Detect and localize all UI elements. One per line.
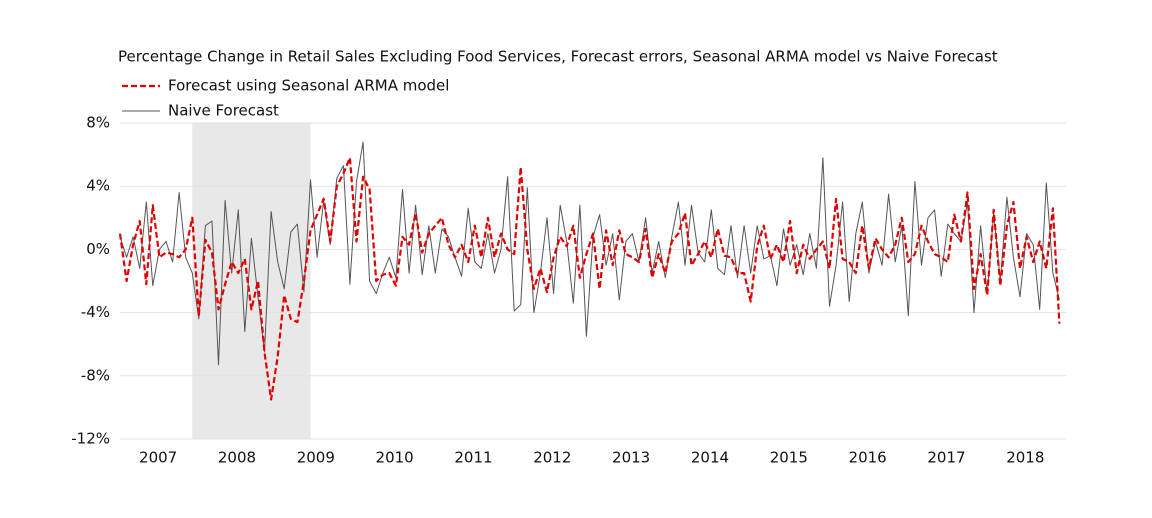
y-tick-label: -4% [81,303,110,321]
chart-title: Percentage Change in Retail Sales Exclud… [118,48,998,66]
x-tick-label: 2011 [454,449,492,467]
x-tick-label: 2009 [297,449,335,467]
x-tick-label: 2013 [612,449,650,467]
y-tick-label: -8% [81,366,110,384]
y-tick-label: 8% [86,114,110,132]
x-tick-label: 2016 [849,449,887,467]
x-tick-label: 2007 [139,449,177,467]
shaded-period [192,123,311,439]
x-tick-label: 2017 [927,449,965,467]
x-tick-label: 2012 [533,449,571,467]
x-tick-label: 2018 [1006,449,1044,467]
y-tick-label: 0% [86,240,110,258]
legend-label: Naive Forecast [168,102,279,120]
x-tick-label: 2015 [770,449,808,467]
legend-label: Forecast using Seasonal ARMA model [168,77,449,95]
x-tick-label: 2014 [691,449,729,467]
y-tick-label: -12% [71,430,110,448]
x-tick-label: 2010 [376,449,414,467]
series-line [119,141,1060,366]
y-tick-label: 4% [86,177,110,195]
x-tick-label: 2008 [218,449,256,467]
series-line [118,156,1061,401]
